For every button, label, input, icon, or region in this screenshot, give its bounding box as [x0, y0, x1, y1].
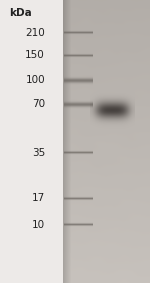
Text: 150: 150: [25, 50, 45, 60]
Text: kDa: kDa: [9, 8, 32, 18]
Text: 10: 10: [32, 220, 45, 230]
Text: 100: 100: [25, 75, 45, 85]
Text: 17: 17: [32, 193, 45, 203]
Text: 70: 70: [32, 99, 45, 109]
Text: 210: 210: [25, 27, 45, 38]
Text: 35: 35: [32, 148, 45, 158]
